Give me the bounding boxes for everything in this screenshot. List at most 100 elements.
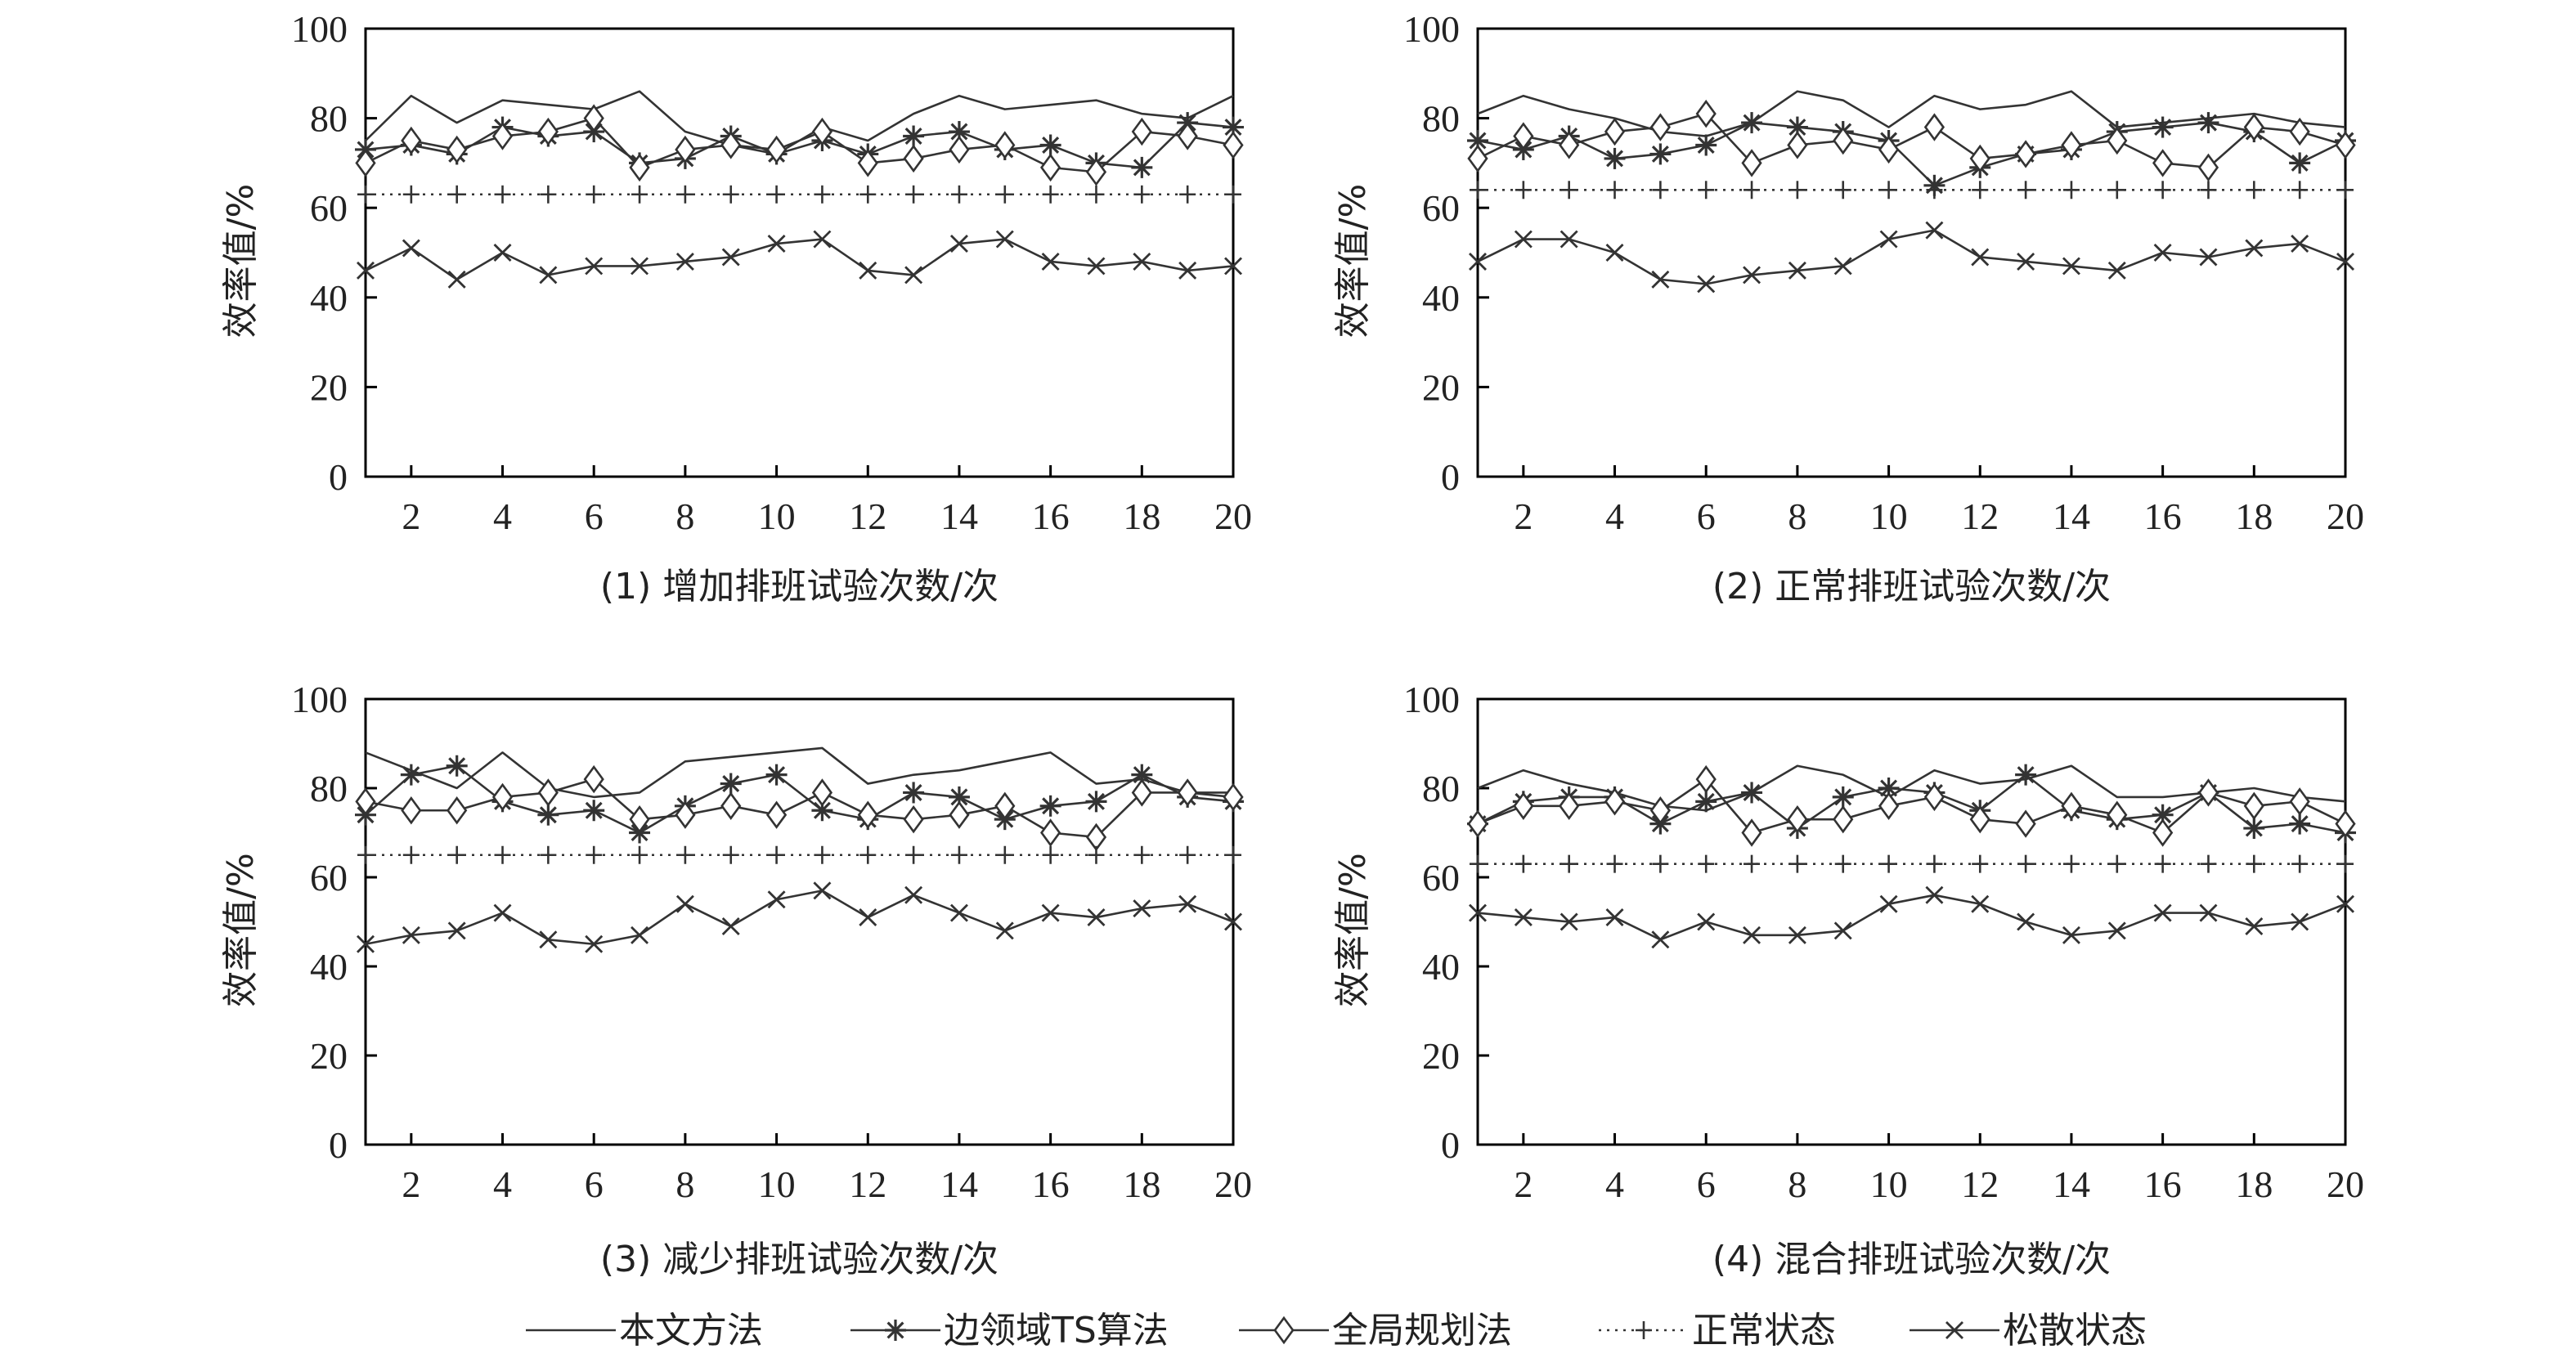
x-tick-label: 8 — [675, 495, 694, 537]
series-line-ts — [365, 121, 1234, 169]
data-point-ss — [1560, 230, 1578, 249]
y-tick-label: 20 — [310, 366, 348, 408]
data-point-ss — [813, 881, 832, 900]
data-point-ts — [2289, 813, 2311, 835]
data-point-qj — [2152, 818, 2174, 847]
data-point-zc — [814, 845, 831, 864]
x-tick-label: 8 — [1788, 495, 1806, 537]
data-point-ts — [765, 764, 788, 786]
series-ss — [1469, 221, 2354, 294]
data-point-ss — [357, 934, 375, 953]
data-point-qj — [1969, 144, 1990, 173]
data-point-zc — [1606, 181, 1623, 199]
x-tick-label: 2 — [1514, 1163, 1533, 1205]
data-point-zc — [402, 185, 420, 204]
data-point-qj — [2243, 113, 2264, 141]
data-point-zc — [1560, 181, 1577, 199]
x-tick-label: 14 — [940, 495, 978, 537]
data-point-ss — [2336, 252, 2354, 271]
data-point-qj — [1223, 131, 1244, 159]
data-point-zc — [1698, 181, 1715, 199]
x-tick-label: 4 — [1605, 495, 1624, 537]
series-line-ss — [365, 238, 1234, 281]
data-point-qj — [765, 800, 788, 829]
legend-item-ts: 边领域TS算法 — [850, 1310, 1169, 1351]
data-point-ss — [2107, 261, 2126, 280]
series-line-ss — [1477, 229, 2346, 285]
legend-marker-ss — [1945, 1321, 1963, 1339]
series-qj — [355, 764, 1244, 852]
x-tick-label: 16 — [2144, 1163, 2182, 1205]
data-point-ts — [1649, 143, 1672, 165]
data-point-ss — [859, 261, 877, 280]
data-point-qj — [1559, 791, 1580, 820]
data-point-ss — [1224, 912, 1242, 931]
data-point-ss — [2245, 239, 2264, 258]
y-tick-label: 40 — [310, 946, 348, 988]
data-point-zc — [1606, 854, 1623, 873]
x-tick-label: 12 — [849, 1163, 886, 1205]
x-tick-label: 14 — [2053, 1163, 2090, 1205]
data-point-ss — [675, 252, 694, 271]
chart-panel-1: 0 20 40 60 80 100 2 4 6 8 10 12 14 16 18 20 效率值/% (1) 增加排… — [220, 8, 1252, 607]
data-point-qj — [1649, 796, 1671, 825]
data-point-qj — [811, 778, 833, 807]
data-point-qj — [1467, 809, 1488, 838]
data-point-ss — [585, 257, 604, 276]
x-tick-label: 16 — [1032, 1163, 1070, 1205]
y-tick-label: 40 — [1422, 946, 1460, 988]
series-bw — [1477, 90, 2346, 137]
data-point-zc — [905, 845, 922, 864]
data-point-ss — [1971, 894, 1990, 913]
data-point-ts — [1085, 791, 1107, 813]
data-point-ss — [904, 266, 923, 285]
x-tick-label: 10 — [1870, 495, 1908, 537]
data-point-zc — [676, 845, 693, 864]
y-tick-label: 80 — [310, 98, 348, 140]
data-point-ss — [1925, 221, 1944, 240]
data-point-ss — [859, 908, 877, 927]
data-point-zc — [1744, 854, 1761, 873]
data-point-zc — [2062, 181, 2080, 199]
data-point-ts — [583, 800, 605, 822]
data-point-zc — [1926, 854, 1943, 873]
x-tick-label: 6 — [1697, 495, 1716, 537]
data-point-qj — [491, 782, 514, 812]
data-point-ts — [1741, 112, 1763, 134]
data-point-ss — [2199, 903, 2218, 922]
data-point-zc — [1133, 845, 1151, 864]
legend-marker-zc — [1636, 1321, 1652, 1339]
y-tick-label: 20 — [1422, 1035, 1460, 1077]
data-point-zc — [2017, 854, 2035, 873]
data-point-qj — [1695, 764, 1717, 794]
data-point-qj — [857, 800, 878, 829]
y-tick-label: 0 — [1441, 1124, 1460, 1166]
data-point-ss — [1469, 252, 1487, 271]
data-point-qj — [949, 135, 970, 164]
data-point-ss — [1087, 908, 1106, 927]
data-point-ss — [1605, 244, 1624, 262]
y-tick-label: 0 — [329, 456, 348, 498]
x-tick-label: 12 — [1961, 1163, 1999, 1205]
data-point-ss — [2017, 252, 2035, 271]
series-qj — [355, 104, 1244, 186]
data-point-zc — [996, 845, 1013, 864]
data-point-qj — [1040, 153, 1061, 182]
data-point-zc — [2108, 181, 2125, 199]
y-axis-title: 效率值/% — [220, 184, 262, 338]
data-point-zc — [1470, 854, 1486, 873]
panel-caption: (4) 混合排班试验次数/次 — [1712, 1239, 2111, 1280]
data-point-qj — [1923, 782, 1945, 812]
data-point-zc — [1972, 181, 1989, 199]
data-point-ss — [675, 894, 694, 913]
data-point-qj — [675, 800, 696, 829]
data-point-qj — [491, 122, 514, 150]
legend-label: 全局规划法 — [1332, 1310, 1512, 1351]
series-ss — [357, 881, 1242, 953]
legend-label: 边领域TS算法 — [944, 1310, 1169, 1351]
data-point-ss — [493, 244, 512, 262]
y-tick-label: 100 — [291, 679, 348, 720]
data-point-qj — [1787, 805, 1808, 834]
data-point-zc — [448, 845, 465, 864]
x-tick-label: 10 — [758, 1163, 796, 1205]
